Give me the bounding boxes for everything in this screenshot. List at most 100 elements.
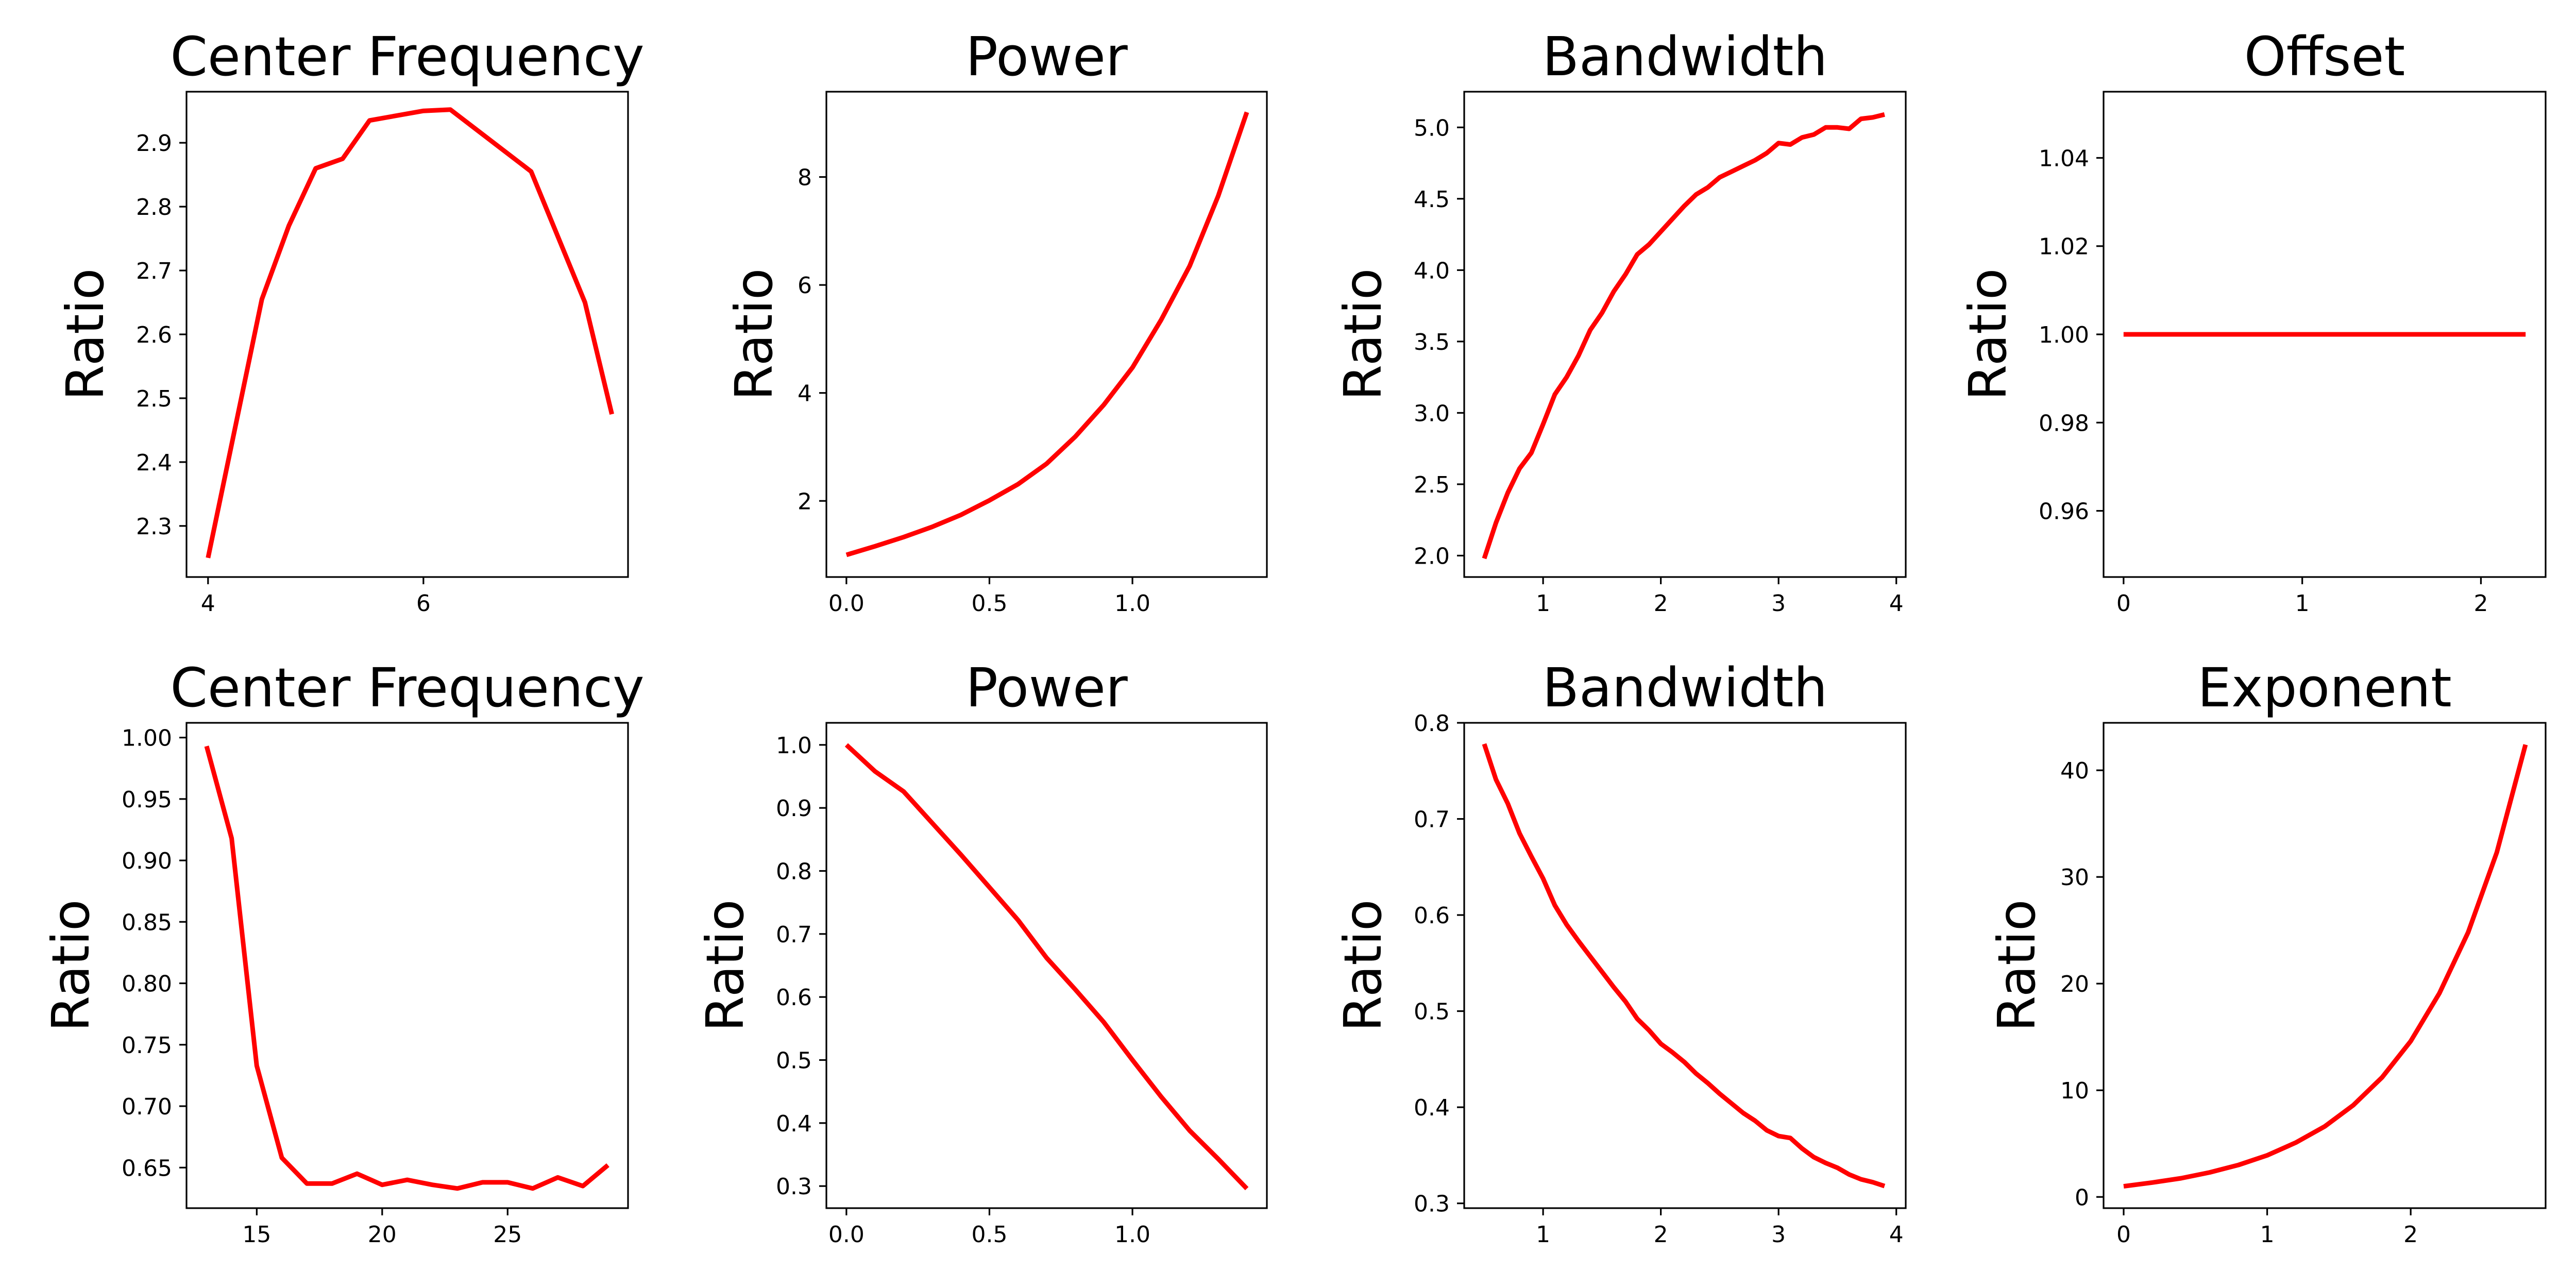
y-tick-label: 1.02 <box>2039 234 2089 260</box>
y-tick-label: 0.4 <box>776 1111 812 1137</box>
x-tick-label: 3 <box>1771 1222 1786 1248</box>
x-tick-label: 0 <box>2116 1222 2131 1248</box>
y-tick-label: 0.5 <box>776 1048 812 1074</box>
y-tick-label: 1.00 <box>122 725 172 752</box>
y-tick-label: 0.8 <box>776 858 812 885</box>
y-tick-label: 0.6 <box>1414 903 1450 929</box>
y-tick-label: 0.80 <box>122 971 172 997</box>
x-tick-label: 6 <box>416 590 431 617</box>
series-line <box>1482 112 1885 560</box>
y-tick-label: 2.5 <box>136 386 172 412</box>
y-tick-label: 2.8 <box>136 194 172 221</box>
y-tick-label: 30 <box>2060 865 2089 891</box>
y-tick-label: 0.85 <box>122 909 172 936</box>
y-tick-label: 1.0 <box>776 733 812 759</box>
chart-panel: 4 6 2.3 2.4 2.5 2.6 2.7 2.8 2.9 Center Frequency R… <box>55 25 645 617</box>
chart-panel: 15 20 25 0.65 0.70 0.75 0.80 0.85 0.90 0.95 1.00 Ce… <box>41 656 645 1248</box>
y-tick-label: 0.3 <box>776 1174 812 1200</box>
y-axis-label: Ratio <box>1333 900 1393 1032</box>
y-tick-label: 4.0 <box>1414 258 1450 284</box>
chart-panel: 0.0 0.5 1.0 0.3 0.4 0.5 0.6 0.7 0.8 0.9 1.0 Power Ra… <box>695 656 1268 1248</box>
x-tick-label: 25 <box>493 1222 522 1248</box>
x-tick-label: 0 <box>2116 590 2131 617</box>
chart-title: Bandwidth <box>1543 25 1828 88</box>
x-tick-label: 0.5 <box>971 1222 1007 1248</box>
axes-frame <box>185 722 629 1209</box>
y-tick-label: 2.4 <box>136 450 172 476</box>
chart-title: Center Frequency <box>170 656 644 719</box>
chart-panel: 0 1 2 0.96 0.98 1.00 1.02 1.04 Offset Ratio <box>1958 25 2547 617</box>
x-tick-label: 3 <box>1771 590 1786 617</box>
y-tick-label: 0.98 <box>2039 410 2089 436</box>
y-tick-label: 8 <box>798 165 812 191</box>
axes-frame <box>825 722 1268 1209</box>
x-tick-label: 1.0 <box>1114 1222 1150 1248</box>
y-tick-label: 0.7 <box>776 922 812 948</box>
x-tick-label: 2 <box>2473 590 2488 617</box>
y-tick-label: 0.96 <box>2039 499 2089 525</box>
y-tick-label: 4 <box>798 381 812 407</box>
x-tick-label: 2 <box>1654 1222 1668 1248</box>
axes-frame <box>1463 91 1907 578</box>
y-tick-label: 2.5 <box>1414 472 1450 498</box>
x-tick-label: 4 <box>201 590 215 617</box>
y-tick-label: 5.0 <box>1414 115 1450 141</box>
y-tick-label: 1.00 <box>2039 322 2089 348</box>
y-tick-label: 0.9 <box>776 795 812 822</box>
y-tick-label: 2.3 <box>136 514 172 540</box>
y-axis-label: Ratio <box>55 268 115 401</box>
y-tick-label: 1.04 <box>2039 145 2089 172</box>
chart-panel: 1 2 3 4 2.0 2.5 3.0 3.5 4.0 4.5 5.0 Bandwidth Ratio <box>1333 25 1907 617</box>
y-tick-label: 3.0 <box>1414 400 1450 427</box>
y-tick-label: 6 <box>798 273 812 299</box>
chart-title: Offset <box>2244 25 2405 88</box>
y-tick-label: 10 <box>2060 1078 2089 1104</box>
chart-title: Exponent <box>2197 656 2452 719</box>
y-tick-label: 0.6 <box>776 985 812 1011</box>
axes-frame <box>1463 722 1907 1209</box>
y-axis-label: Ratio <box>1987 900 2047 1032</box>
y-tick-label: 2.9 <box>136 130 172 157</box>
y-tick-label: 2.7 <box>136 258 172 284</box>
x-tick-label: 4 <box>1889 1222 1904 1248</box>
x-tick-label: 2 <box>2403 1222 2418 1248</box>
y-tick-label: 0.65 <box>122 1155 172 1181</box>
x-tick-label: 15 <box>242 1222 271 1248</box>
y-tick-label: 0.95 <box>122 787 172 813</box>
chart-title: Power <box>965 25 1128 88</box>
x-tick-label: 2 <box>1654 590 1668 617</box>
y-tick-label: 40 <box>2060 758 2089 784</box>
y-tick-label: 4.5 <box>1414 187 1450 213</box>
y-tick-label: 0.8 <box>1414 710 1450 737</box>
y-tick-label: 0.3 <box>1414 1191 1450 1217</box>
axes-frame <box>825 91 1268 578</box>
y-tick-label: 0.70 <box>122 1094 172 1120</box>
y-tick-label: 0 <box>2075 1184 2089 1211</box>
x-tick-label: 0.5 <box>971 590 1007 617</box>
y-axis-label: Ratio <box>1333 268 1393 401</box>
y-tick-label: 0.4 <box>1414 1095 1450 1121</box>
chart-title: Bandwidth <box>1543 656 1828 719</box>
series-line <box>204 745 609 1191</box>
y-tick-label: 0.90 <box>122 848 172 874</box>
series-line <box>845 111 1249 557</box>
chart-panel: 0.0 0.5 1.0 2 4 6 8 Power Ratio <box>724 25 1268 617</box>
x-tick-label: 1 <box>1536 590 1550 617</box>
axes-frame <box>2103 722 2547 1209</box>
series-line <box>844 743 1249 1191</box>
y-tick-label: 2.0 <box>1414 543 1450 569</box>
chart-title: Center Frequency <box>170 25 644 88</box>
y-tick-label: 0.5 <box>1414 999 1450 1025</box>
x-tick-label: 4 <box>1889 590 1904 617</box>
series-line <box>206 107 614 558</box>
y-axis-label: Ratio <box>724 268 784 401</box>
y-axis-label: Ratio <box>695 900 755 1032</box>
x-tick-label: 0.0 <box>828 590 865 617</box>
x-tick-label: 1 <box>2295 590 2310 617</box>
x-tick-label: 20 <box>368 1222 397 1248</box>
x-tick-label: 1 <box>2260 1222 2275 1248</box>
series-line <box>2123 744 2528 1189</box>
